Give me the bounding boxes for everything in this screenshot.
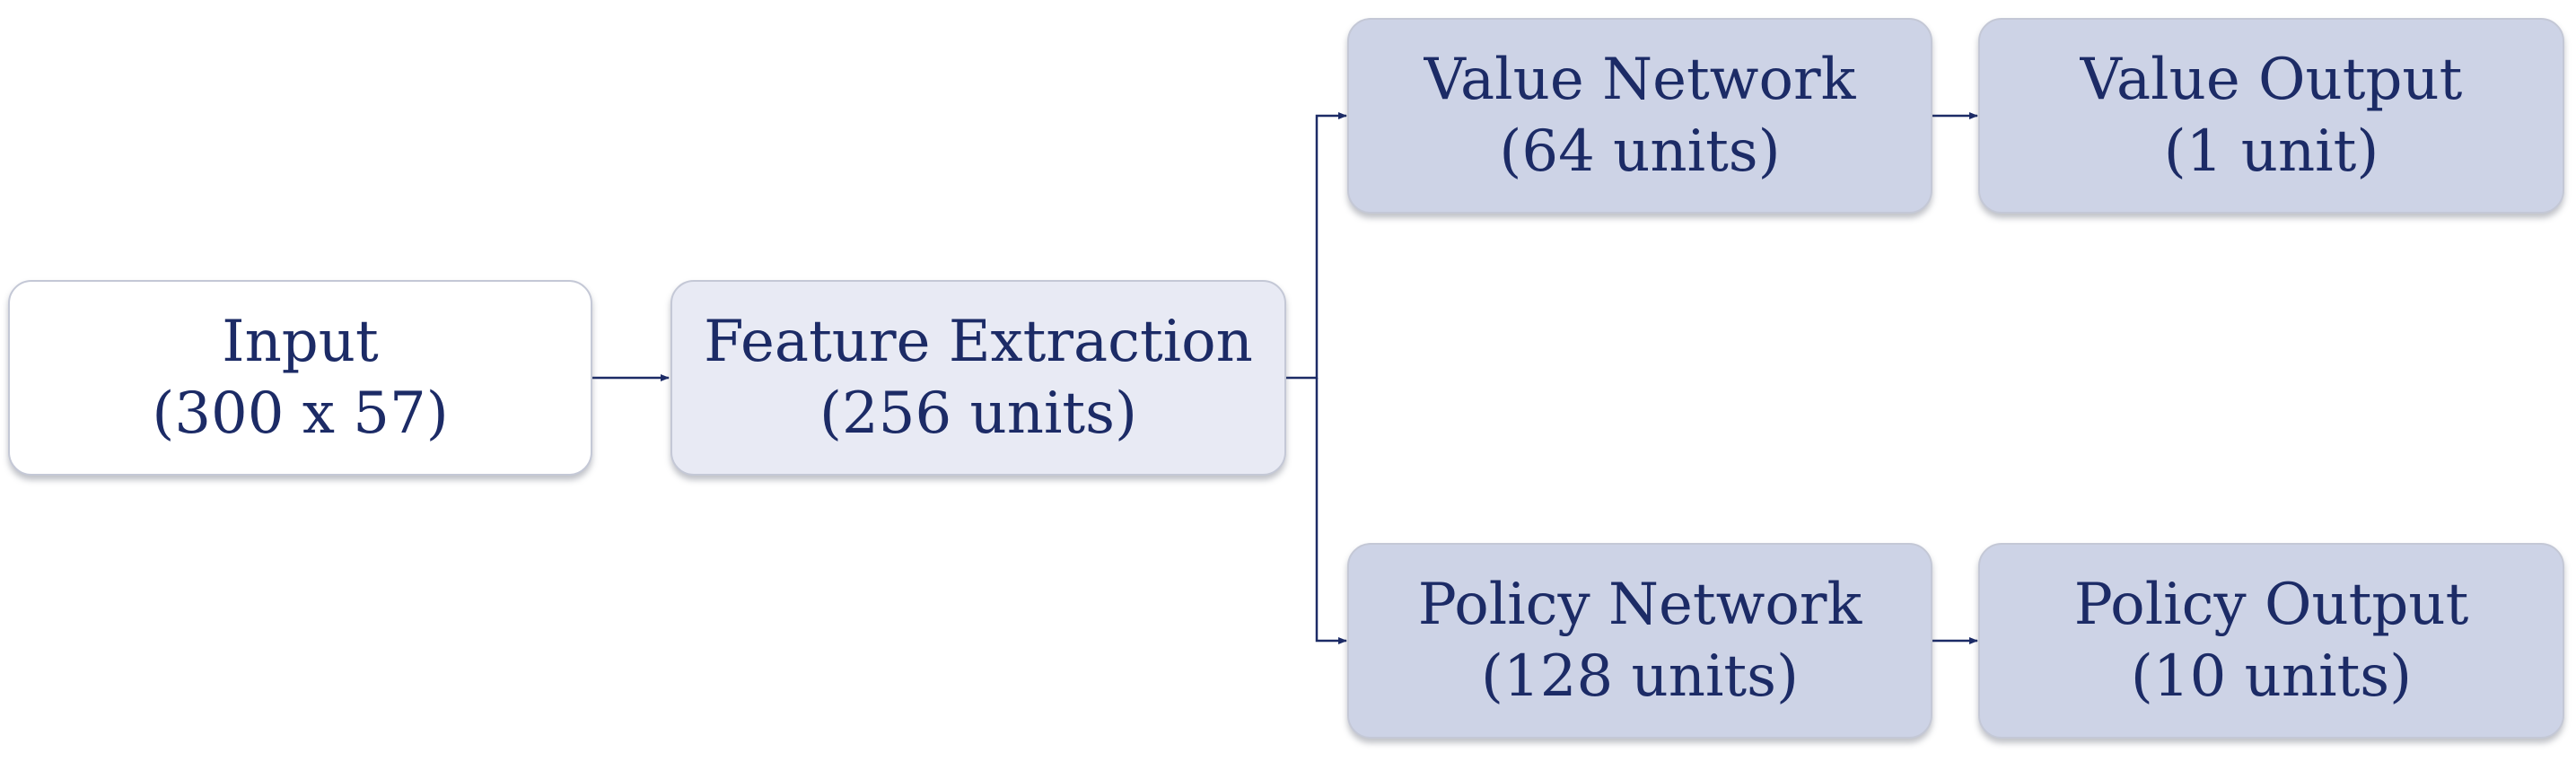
input-node-title: Input	[222, 309, 379, 375]
feature-extraction-node-title: Feature Extraction	[704, 309, 1253, 375]
value-network-node-title: Value Network	[1424, 47, 1856, 113]
value-output-node-title: Value Output	[2080, 47, 2463, 113]
policy-output-node-title: Policy Output	[2073, 572, 2469, 638]
edge-feature-extraction-to-policy-network	[1315, 378, 1347, 644]
feature-extraction-node-units: (256 units)	[819, 380, 1137, 447]
value-network-node: Value Network (64 units)	[1347, 18, 1932, 214]
policy-network-node-units: (128 units)	[1481, 643, 1799, 710]
feature-extraction-node: Feature Extraction (256 units)	[670, 280, 1286, 476]
policy-output-node: Policy Output (10 units)	[1978, 543, 2564, 739]
input-node-shape: (300 x 57)	[152, 380, 449, 447]
policy-output-node-units: (10 units)	[2130, 643, 2413, 710]
value-output-node: Value Output (1 unit)	[1978, 18, 2564, 214]
value-output-node-units: (1 unit)	[2163, 118, 2379, 185]
edge-feature-extraction-to-value-network	[1286, 112, 1347, 380]
policy-network-node-title: Policy Network	[1417, 572, 1862, 638]
input-node: Input (300 x 57)	[8, 280, 592, 476]
value-network-node-units: (64 units)	[1499, 118, 1781, 185]
policy-network-node: Policy Network (128 units)	[1347, 543, 1932, 739]
